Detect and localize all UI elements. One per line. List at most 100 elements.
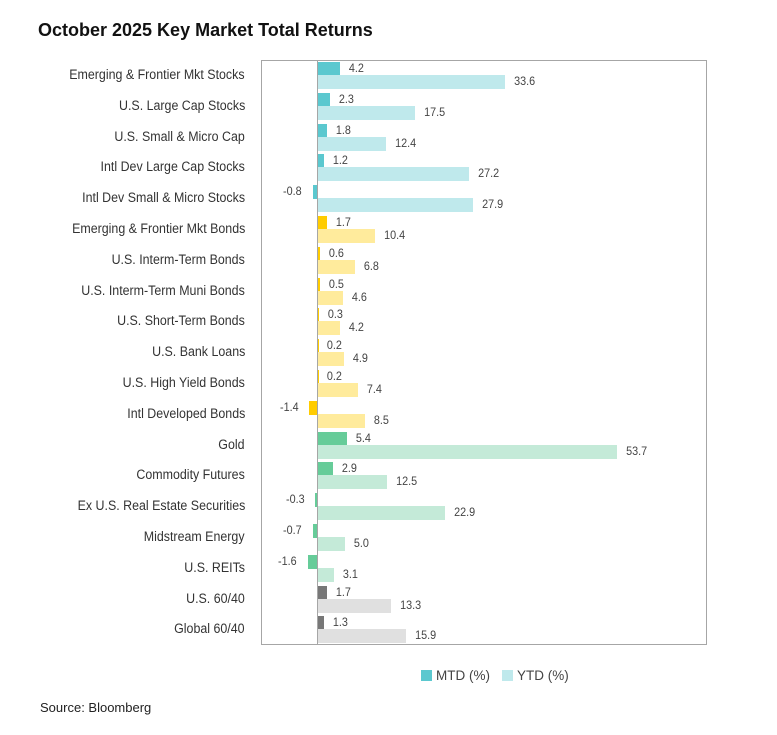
mtd-value-label: 0.2 <box>326 369 342 383</box>
ytd-bar <box>317 444 618 459</box>
ytd-value-label: 15.9 <box>415 628 437 643</box>
mtd-value-label: 0.6 <box>329 245 345 260</box>
category-label: U.S. 60/40 <box>186 590 245 606</box>
ytd-value-label: 4.2 <box>349 320 365 335</box>
category-label: U.S. Small & Micro Cap <box>114 128 245 144</box>
mtd-bar <box>317 246 321 261</box>
ytd-bar <box>317 290 343 305</box>
ytd-bar <box>317 598 392 613</box>
ytd-value-label: 22.9 <box>454 505 476 520</box>
mtd-value-label: 2.3 <box>338 91 354 106</box>
mtd-value-label: 1.7 <box>335 215 351 229</box>
mtd-value-label: 0.3 <box>327 307 343 322</box>
mtd-bar <box>317 92 330 107</box>
mtd-bar <box>315 493 317 508</box>
mtd-bar <box>317 154 324 169</box>
mtd-bar <box>317 616 325 631</box>
ytd-value-label: 33.6 <box>513 74 536 88</box>
category-label: U.S. Bank Loans <box>151 344 245 360</box>
ytd-bar <box>317 259 355 274</box>
ytd-value-label: 5.0 <box>353 536 369 550</box>
zero-axis <box>317 60 318 645</box>
chart-title: October 2025 Key Market Total Returns <box>38 20 373 40</box>
category-label: Emerging & Frontier Mkt Stocks <box>69 67 245 82</box>
mtd-value-label: 0.5 <box>328 276 344 291</box>
legend-swatch-mtd <box>421 670 432 681</box>
ytd-bar <box>317 567 335 582</box>
ytd-value-label: 8.5 <box>373 412 389 427</box>
ytd-bar <box>317 136 387 151</box>
mtd-bar <box>317 216 327 230</box>
ytd-bar <box>317 198 473 213</box>
ytd-value-label: 10.4 <box>384 228 406 242</box>
category-label: Ex U.S. Real Estate Securities <box>77 498 245 514</box>
legend-label-ytd: YTD (%) <box>517 668 569 683</box>
ytd-value-label: 7.4 <box>367 382 383 396</box>
mtd-value-label: -1.4 <box>279 399 299 414</box>
category-label: U.S. Interm-Term Muni Bonds <box>81 282 245 298</box>
mtd-bar <box>317 123 328 138</box>
mtd-value-label: -1.6 <box>278 553 298 568</box>
ytd-bar <box>317 537 345 551</box>
mtd-bar <box>317 585 327 600</box>
mtd-bar <box>317 431 348 446</box>
ytd-bar <box>317 167 470 182</box>
mtd-bar <box>317 277 320 292</box>
ytd-bar <box>317 506 445 521</box>
mtd-value-label: 2.9 <box>342 461 358 476</box>
ytd-value-label: 12.4 <box>395 135 417 150</box>
source-note: Source: Bloomberg <box>40 700 152 715</box>
ytd-value-label: 3.1 <box>343 566 359 581</box>
mtd-value-label: 1.8 <box>335 122 351 137</box>
mtd-bar <box>312 185 317 200</box>
plot-area <box>261 60 707 645</box>
category-label: Intl Dev Large Cap Stocks <box>100 159 245 175</box>
category-label: U.S. Interm-Term Bonds <box>111 251 245 267</box>
ytd-value-label: 13.3 <box>400 597 422 612</box>
ytd-value-label: 12.5 <box>396 474 418 489</box>
mtd-value-label: -0.8 <box>282 184 302 199</box>
ytd-value-label: 27.9 <box>482 197 504 212</box>
category-label: U.S. High Yield Bonds <box>122 375 245 390</box>
ytd-bar <box>317 383 359 397</box>
category-label: U.S. Large Cap Stocks <box>118 97 245 113</box>
ytd-value-label: 53.7 <box>626 443 648 458</box>
ytd-value-label: 27.2 <box>478 166 500 181</box>
category-label: U.S. REITs <box>184 559 245 575</box>
ytd-value-label: 4.6 <box>351 289 367 304</box>
mtd-bar <box>317 62 341 76</box>
category-label: Commodity Futures <box>136 467 245 483</box>
mtd-bar <box>313 524 317 538</box>
ytd-value-label: 4.9 <box>353 351 369 366</box>
ytd-bar <box>317 229 376 243</box>
mtd-value-label: 1.2 <box>332 153 348 168</box>
category-label: U.S. Short-Term Bonds <box>117 313 245 329</box>
legend: MTD (%) YTD (%) <box>421 668 569 683</box>
ytd-bar <box>317 321 341 336</box>
mtd-value-label: 4.2 <box>349 61 365 75</box>
mtd-bar <box>308 554 317 569</box>
ytd-bar <box>317 105 415 120</box>
mtd-value-label: 1.3 <box>333 615 349 630</box>
mtd-value-label: -0.3 <box>285 492 305 507</box>
ytd-bar <box>317 75 505 89</box>
ytd-bar <box>317 475 387 490</box>
ytd-bar <box>317 352 345 367</box>
category-label: Emerging & Frontier Mkt Bonds <box>71 221 245 236</box>
ytd-bar <box>317 413 365 428</box>
mtd-value-label: 1.7 <box>335 584 351 599</box>
ytd-value-label: 6.8 <box>363 258 379 273</box>
mtd-bar <box>309 400 317 415</box>
mtd-bar <box>317 462 334 477</box>
mtd-value-label: 5.4 <box>356 430 372 445</box>
legend-label-mtd: MTD (%) <box>436 668 490 683</box>
category-label: Global 60/40 <box>174 621 245 637</box>
category-label: Intl Developed Bonds <box>126 405 245 421</box>
mtd-value-label: 0.2 <box>326 338 342 353</box>
category-label: Intl Dev Small & Micro Stocks <box>82 190 245 206</box>
ytd-bar <box>317 629 406 644</box>
mtd-value-label: -0.7 <box>283 523 303 537</box>
ytd-value-label: 17.5 <box>423 104 446 119</box>
legend-swatch-ytd <box>502 670 513 681</box>
